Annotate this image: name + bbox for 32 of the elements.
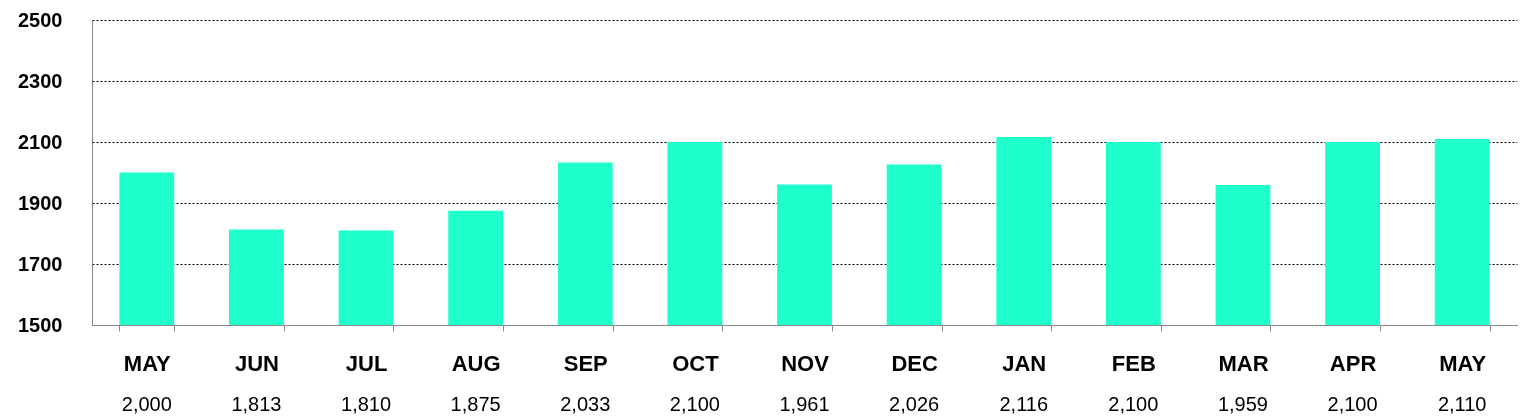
data-label: 1,875 [450,393,501,415]
data-label: 2,100 [669,393,720,415]
x-tick-label: APR [1329,350,1377,376]
y-tick-label: 2300 [18,69,63,92]
x-tick-label: MAY [123,350,172,376]
y-tick-label: 2100 [18,130,63,153]
x-tick-label: FEB [1111,350,1156,376]
x-tick-label: AUG [451,350,501,376]
data-label: 1,813 [231,393,282,415]
x-tick-label: JUL [345,350,388,376]
data-label: 1,959 [1217,393,1268,415]
data-label: 2,110 [1437,393,1487,415]
data-label: 2,000 [121,393,172,415]
data-label: 2,116 [999,393,1049,415]
y-tick-label: 1900 [18,191,63,214]
x-tick-label: OCT [672,350,720,376]
y-tick-label: 1500 [18,313,63,336]
x-tick-label: MAY [1439,350,1487,376]
data-label: 1,810 [341,393,392,415]
data-label: 2,100 [1108,393,1159,415]
data-label: 2,100 [1327,393,1378,415]
data-label: 2,033 [560,393,611,415]
data-label: 2,026 [889,393,940,415]
y-tick-label: 1700 [18,252,63,275]
x-tick-label: JUN [234,350,279,376]
x-tick-label: NOV [781,350,830,376]
x-tick-label: MAR [1218,350,1269,376]
x-tick-label: SEP [563,350,608,376]
x-tick-label: DEC [891,350,938,376]
x-tick-label: JAN [1002,350,1047,376]
data-label: 1,961 [779,393,830,415]
y-tick-label: 2500 [18,8,63,31]
